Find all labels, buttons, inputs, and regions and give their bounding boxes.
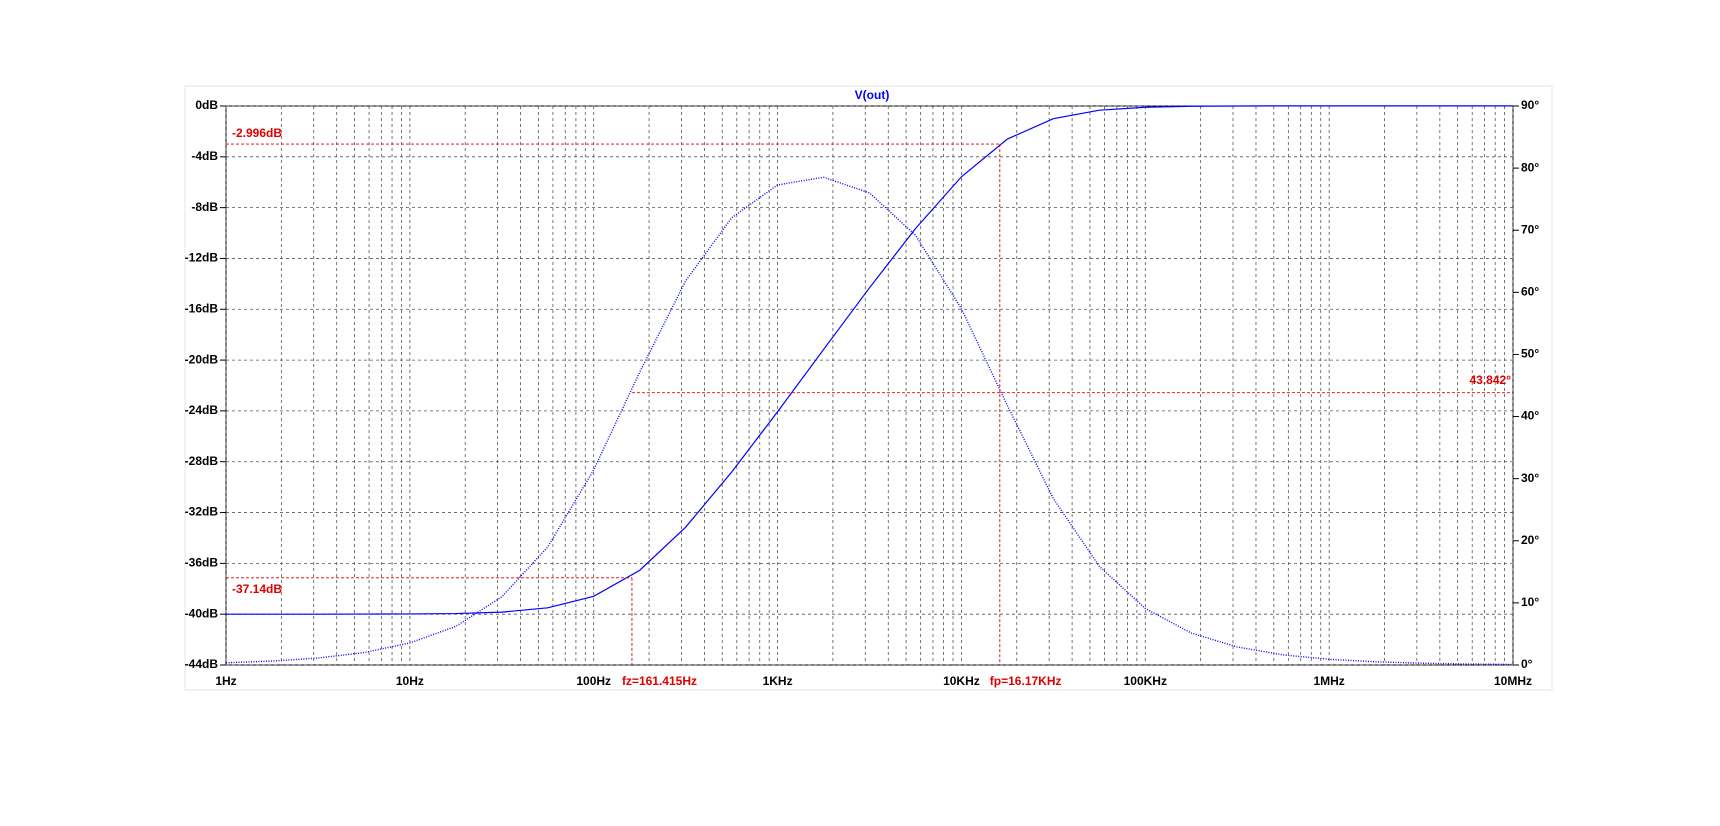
cursor-x-label: fp=16.17KHz bbox=[990, 674, 1062, 688]
y-tick-label: -36dB bbox=[185, 556, 219, 570]
x-tick-label: 10KHz bbox=[943, 674, 980, 688]
plot-area bbox=[225, 105, 1514, 666]
y-tick-label: -20dB bbox=[185, 352, 219, 366]
x-tick-label: 1Hz bbox=[215, 674, 236, 688]
x-tick-label: 1MHz bbox=[1313, 674, 1344, 688]
x-tick-label: 100Hz bbox=[576, 674, 611, 688]
x-tick-label: 100KHz bbox=[1124, 674, 1167, 688]
y2-tick-label: 10° bbox=[1521, 595, 1539, 609]
y2-tick-label: 30° bbox=[1521, 471, 1539, 485]
y2-tick-label: 20° bbox=[1521, 533, 1539, 547]
x-tick-label: 10Hz bbox=[396, 674, 424, 688]
series-line bbox=[225, 176, 1514, 666]
y2-tick-label: 40° bbox=[1521, 409, 1539, 423]
y2-tick-label: 60° bbox=[1521, 285, 1539, 299]
series-line bbox=[226, 105, 1513, 615]
cursor-x-label: fz=161.415Hz bbox=[622, 674, 697, 688]
y2-tick-label: 80° bbox=[1521, 160, 1539, 174]
y-tick-label: -8dB bbox=[191, 200, 218, 214]
y-tick-label: -4dB bbox=[191, 149, 218, 163]
y-tick-label: -40dB bbox=[185, 606, 219, 620]
y-tick-label: 0dB bbox=[195, 98, 218, 112]
y-tick-label: -32dB bbox=[185, 505, 219, 519]
y2-tick-label: 0° bbox=[1521, 657, 1533, 671]
y2-tick-label: 90° bbox=[1521, 98, 1539, 112]
y-tick-label: -16dB bbox=[185, 301, 219, 315]
x-tick-label: 10MHz bbox=[1494, 674, 1532, 688]
y2-tick-label: 50° bbox=[1521, 347, 1539, 361]
cursor-y-label: -37.14dB bbox=[232, 582, 282, 596]
y-tick-label: -28dB bbox=[185, 454, 219, 468]
y2-tick-label: 70° bbox=[1521, 222, 1539, 236]
cursor-y2-label: 43.842° bbox=[1469, 373, 1511, 387]
cursor-y-label: -2.996dB bbox=[232, 126, 282, 140]
chart-title: V(out) bbox=[855, 88, 890, 102]
frame bbox=[184, 85, 1553, 691]
y-tick-label: -44dB bbox=[185, 657, 219, 671]
x-tick-label: 1KHz bbox=[763, 674, 793, 688]
y-tick-label: -24dB bbox=[185, 403, 219, 417]
y-tick-label: -12dB bbox=[185, 251, 219, 265]
